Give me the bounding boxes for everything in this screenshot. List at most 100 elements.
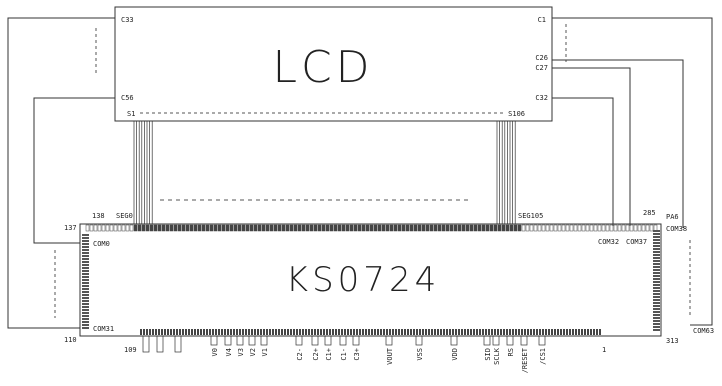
ic-bottom-pin	[305, 329, 307, 335]
ic-bottom-lead	[295, 335, 303, 346]
ic-bottom-pin	[143, 329, 145, 335]
ic-bottom-pin	[512, 329, 514, 335]
ic-left-pin	[82, 309, 89, 311]
ic-bottom-pin	[494, 329, 496, 335]
ic-top-pin	[309, 224, 314, 232]
ic-left-pin	[82, 279, 89, 281]
ic-bottom-pin	[290, 329, 292, 335]
ic-left-pin	[82, 288, 89, 290]
ic-bottom-pin	[449, 329, 451, 335]
ic-pin110-label: 110	[64, 336, 77, 344]
ic-bottom-pin	[242, 329, 244, 335]
ic-top-pin	[545, 224, 550, 232]
ic-top-pin	[617, 224, 622, 232]
ic-bottom-pin	[320, 329, 322, 335]
ic-top-pin	[445, 224, 450, 232]
ic-bottom-pin	[191, 329, 193, 335]
ic-top-pin	[493, 224, 498, 232]
ic-top-pin	[125, 224, 130, 232]
ic-top-pin	[97, 224, 102, 232]
ic-bottom-pin	[500, 329, 502, 335]
ic-pa6-label: PA6	[666, 213, 679, 221]
ic-bottom-pin-label: V4	[225, 348, 233, 356]
ic-top-pin	[489, 224, 494, 232]
ic-top-pin	[421, 224, 426, 232]
ic-bottom-pin	[245, 329, 247, 335]
ic-top-pin	[385, 224, 390, 232]
ic-top-pin	[477, 224, 482, 232]
ic-bottom-pin	[425, 329, 427, 335]
ic-bottom-pin	[152, 329, 154, 335]
ic-bottom-pin	[263, 329, 265, 335]
ic-bottom-pin	[410, 329, 412, 335]
ic-bottom-pin	[251, 329, 253, 335]
ic-top-pin	[241, 224, 246, 232]
ic-bottom-pin	[587, 329, 589, 335]
ic-top-pin	[209, 224, 214, 232]
ic-right-pin	[653, 239, 660, 241]
lcd-c1-label: C1	[538, 16, 546, 24]
ic-top-pin	[333, 224, 338, 232]
ic-left-pin	[82, 285, 89, 287]
ic-left-pin	[82, 318, 89, 320]
ic-left-pin	[82, 264, 89, 266]
ic-top-pin	[433, 224, 438, 232]
segment-wire-bundle-right	[496, 121, 516, 224]
ic-top-pin	[513, 224, 518, 232]
ic-bottom-pin	[215, 329, 217, 335]
ic-right-pin	[653, 263, 660, 265]
ic-bottom-pin	[431, 329, 433, 335]
ic-bottom-pin	[212, 329, 214, 335]
ic-bottom-lead	[156, 335, 164, 353]
ic-right-pin	[653, 305, 660, 307]
ic-pin137-label: 137	[64, 224, 77, 232]
ic-bottom-pin	[227, 329, 229, 335]
ic-bottom-pin	[389, 329, 391, 335]
ic-bottom-pin	[398, 329, 400, 335]
ic-left-pin	[82, 282, 89, 284]
ic-bottom-pin	[284, 329, 286, 335]
ic-top-pin	[257, 224, 262, 232]
ic-bottom-pin	[329, 329, 331, 335]
ic-right-pin	[653, 299, 660, 301]
ic-top-pin	[337, 224, 342, 232]
ic-top-pin	[409, 224, 414, 232]
ic-top-pin	[601, 224, 606, 232]
ic-top-pin	[281, 224, 286, 232]
ks0724-chip	[79, 223, 662, 337]
ic-bottom-pin	[536, 329, 538, 335]
ic-bottom-pin	[281, 329, 283, 335]
com-route-outer-right	[552, 17, 713, 326]
ic-top-pin	[621, 224, 626, 232]
ic-right-pin	[653, 242, 660, 244]
ic-bottom-pin	[383, 329, 385, 335]
ic-bottom-pin-label: RS	[507, 348, 515, 356]
ic-top-pin	[141, 224, 146, 232]
ic-bottom-pin	[173, 329, 175, 335]
ic-bottom-pin-label: C1-	[340, 348, 348, 361]
ic-bottom-pin	[413, 329, 415, 335]
ic-bottom-pin	[377, 329, 379, 335]
ic-bottom-lead	[520, 335, 528, 346]
ic-right-pin	[653, 266, 660, 268]
ic-left-pin	[82, 327, 89, 329]
ic-bottom-lead	[224, 335, 232, 346]
ic-bottom-pin	[332, 329, 334, 335]
ic-bottom-pin	[593, 329, 595, 335]
ic-bottom-pin	[575, 329, 577, 335]
ic-bottom-pin	[437, 329, 439, 335]
ic-right-pin	[653, 281, 660, 283]
ic-top-pin	[401, 224, 406, 232]
ic-top-pin	[589, 224, 594, 232]
ic-top-pin	[113, 224, 118, 232]
ic-left-pin	[82, 306, 89, 308]
ic-top-pin	[393, 224, 398, 232]
ic-bottom-leads	[142, 335, 546, 353]
ic-bottom-pin	[176, 329, 178, 335]
ic-top-pin	[365, 224, 370, 232]
lcd-s1-label: S1	[127, 110, 135, 118]
ic-top-pin	[581, 224, 586, 232]
ic-top-pin	[461, 224, 466, 232]
ic-left-pin	[82, 315, 89, 317]
